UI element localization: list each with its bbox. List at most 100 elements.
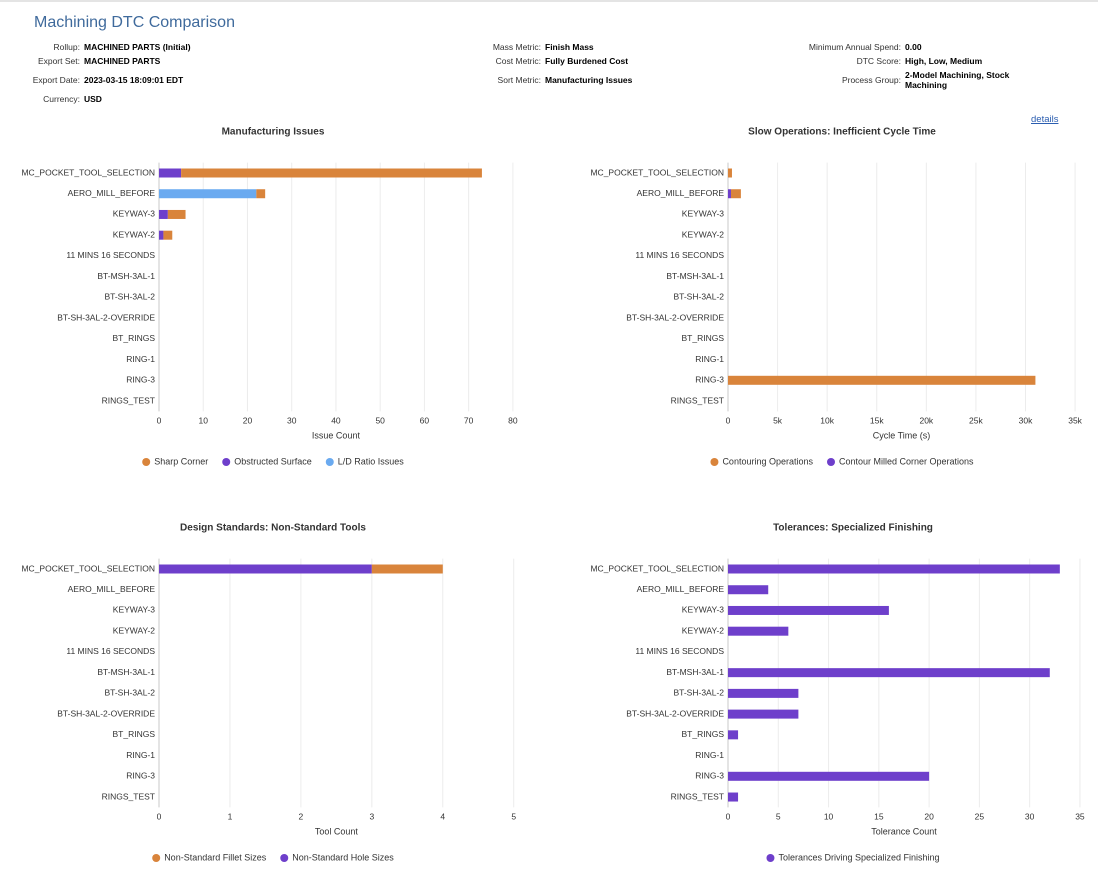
meta-label: Sort Metric: <box>497 75 541 85</box>
x-tick-label: 15 <box>874 811 884 821</box>
x-axis-title: Issue Count <box>312 430 361 440</box>
meta-value: MACHINED PARTS (Initial) <box>84 42 191 52</box>
x-tick-label: 30 <box>1025 811 1035 821</box>
top-bar <box>0 0 1098 2</box>
x-tick-label: 4 <box>440 811 445 821</box>
bar <box>159 168 182 178</box>
y-tick-label: BT-MSH-3AL-1 <box>97 667 155 677</box>
y-tick-label: MC_POCKET_TOOL_SELECTION <box>21 563 155 573</box>
bar <box>159 230 164 240</box>
meta-label: Export Date: <box>32 75 80 85</box>
bar <box>167 209 186 219</box>
legend-label: Contour Milled Corner Operations <box>839 456 974 466</box>
y-tick-label: AERO_MILL_BEFORE <box>637 188 725 198</box>
bar <box>730 189 741 199</box>
y-tick-label: BT-SH-3AL-2 <box>104 688 155 698</box>
bar <box>728 688 799 698</box>
legend-label: Contouring Operations <box>722 456 813 466</box>
y-tick-label: BT-MSH-3AL-1 <box>666 271 724 281</box>
bar <box>728 189 731 199</box>
y-tick-label: RING-3 <box>695 375 724 385</box>
meta-label: Currency: <box>43 94 80 104</box>
x-tick-label: 3 <box>369 811 374 821</box>
x-tick-label: 25 <box>975 811 985 821</box>
x-tick-label: 15k <box>870 415 884 425</box>
chart-title: Slow Operations: Inefficient Cycle Time <box>748 127 936 138</box>
bar <box>159 209 168 219</box>
bar <box>728 730 739 740</box>
y-tick-label: RING-3 <box>695 771 724 781</box>
chart-title: Tolerances: Specialized Finishing <box>773 523 933 534</box>
x-axis-title: Tool Count <box>315 826 359 836</box>
report-title: Machining DTC Comparison <box>34 14 235 31</box>
y-tick-label: BT_RINGS <box>681 333 724 343</box>
y-tick-label: AERO_MILL_BEFORE <box>637 584 725 594</box>
chart-title: Design Standards: Non-Standard Tools <box>180 523 366 534</box>
y-tick-label: BT_RINGS <box>112 729 155 739</box>
legend-marker <box>710 458 719 466</box>
x-tick-label: 35k <box>1068 415 1082 425</box>
x-tick-label: 10 <box>199 415 209 425</box>
y-tick-label: BT_RINGS <box>681 729 724 739</box>
x-tick-label: 0 <box>157 415 162 425</box>
legend-marker <box>766 854 775 862</box>
bar <box>181 168 482 178</box>
bar <box>371 564 443 574</box>
bar <box>728 585 769 595</box>
bar <box>728 375 1036 385</box>
meta-value: USD <box>84 94 102 104</box>
x-axis-title: Cycle Time (s) <box>873 430 931 440</box>
bar <box>728 168 732 178</box>
y-tick-label: RING-3 <box>126 375 155 385</box>
x-tick-label: 5k <box>773 415 783 425</box>
y-tick-label: RINGS_TEST <box>102 395 155 405</box>
y-tick-label: KEYWAY-2 <box>682 229 724 239</box>
legend-marker <box>325 458 334 466</box>
legend-marker <box>280 854 289 862</box>
legend-label: Tolerances Driving Specialized Finishing <box>778 852 939 862</box>
y-tick-label: BT-MSH-3AL-1 <box>666 667 724 677</box>
legend-label: Non-Standard Hole Sizes <box>292 852 394 862</box>
y-tick-label: MC_POCKET_TOOL_SELECTION <box>21 167 155 177</box>
legend-label: Sharp Corner <box>154 456 208 466</box>
x-tick-label: 20k <box>919 415 933 425</box>
y-tick-label: RINGS_TEST <box>671 791 724 801</box>
meta-label: Export Set: <box>37 56 80 66</box>
legend-label: L/D Ratio Issues <box>338 456 405 466</box>
legend-label: Non-Standard Fillet Sizes <box>164 852 267 862</box>
bar <box>159 564 372 574</box>
bar <box>159 189 257 199</box>
x-tick-label: 50 <box>375 415 385 425</box>
meta-value: 2023-03-15 18:09:01 EDT <box>84 75 184 85</box>
meta-value: MACHINED PARTS <box>84 56 161 66</box>
bar <box>728 709 799 719</box>
y-tick-label: BT-SH-3AL-2-OVERRIDE <box>57 312 155 322</box>
y-tick-label: RINGS_TEST <box>671 395 724 405</box>
x-tick-label: 0 <box>157 811 162 821</box>
y-tick-label: KEYWAY-3 <box>113 209 155 219</box>
legend-marker <box>222 458 231 466</box>
y-tick-label: BT-SH-3AL-2 <box>673 688 724 698</box>
details-link[interactable]: details <box>1031 114 1059 125</box>
x-tick-label: 5 <box>511 811 516 821</box>
x-tick-label: 2 <box>299 811 304 821</box>
y-tick-label: RING-1 <box>695 750 724 760</box>
x-tick-label: 10k <box>820 415 834 425</box>
bar <box>728 626 789 636</box>
bar <box>728 605 889 615</box>
x-tick-label: 5 <box>776 811 781 821</box>
x-tick-label: 30 <box>287 415 297 425</box>
x-tick-label: 70 <box>464 415 474 425</box>
x-axis-title: Tolerance Count <box>871 826 937 836</box>
y-tick-label: RINGS_TEST <box>102 791 155 801</box>
y-tick-label: BT-SH-3AL-2 <box>673 292 724 302</box>
meta-value: 2-Model Machining, Stock Machining <box>905 70 1010 90</box>
y-tick-label: 11 MINS 16 SECONDS <box>635 646 724 656</box>
chart-title: Manufacturing Issues <box>222 127 325 138</box>
y-tick-label: KEYWAY-3 <box>682 209 724 219</box>
meta-value: Finish Mass <box>545 42 594 52</box>
y-tick-label: BT-SH-3AL-2-OVERRIDE <box>626 708 724 718</box>
meta-value: Manufacturing Issues <box>545 75 633 85</box>
